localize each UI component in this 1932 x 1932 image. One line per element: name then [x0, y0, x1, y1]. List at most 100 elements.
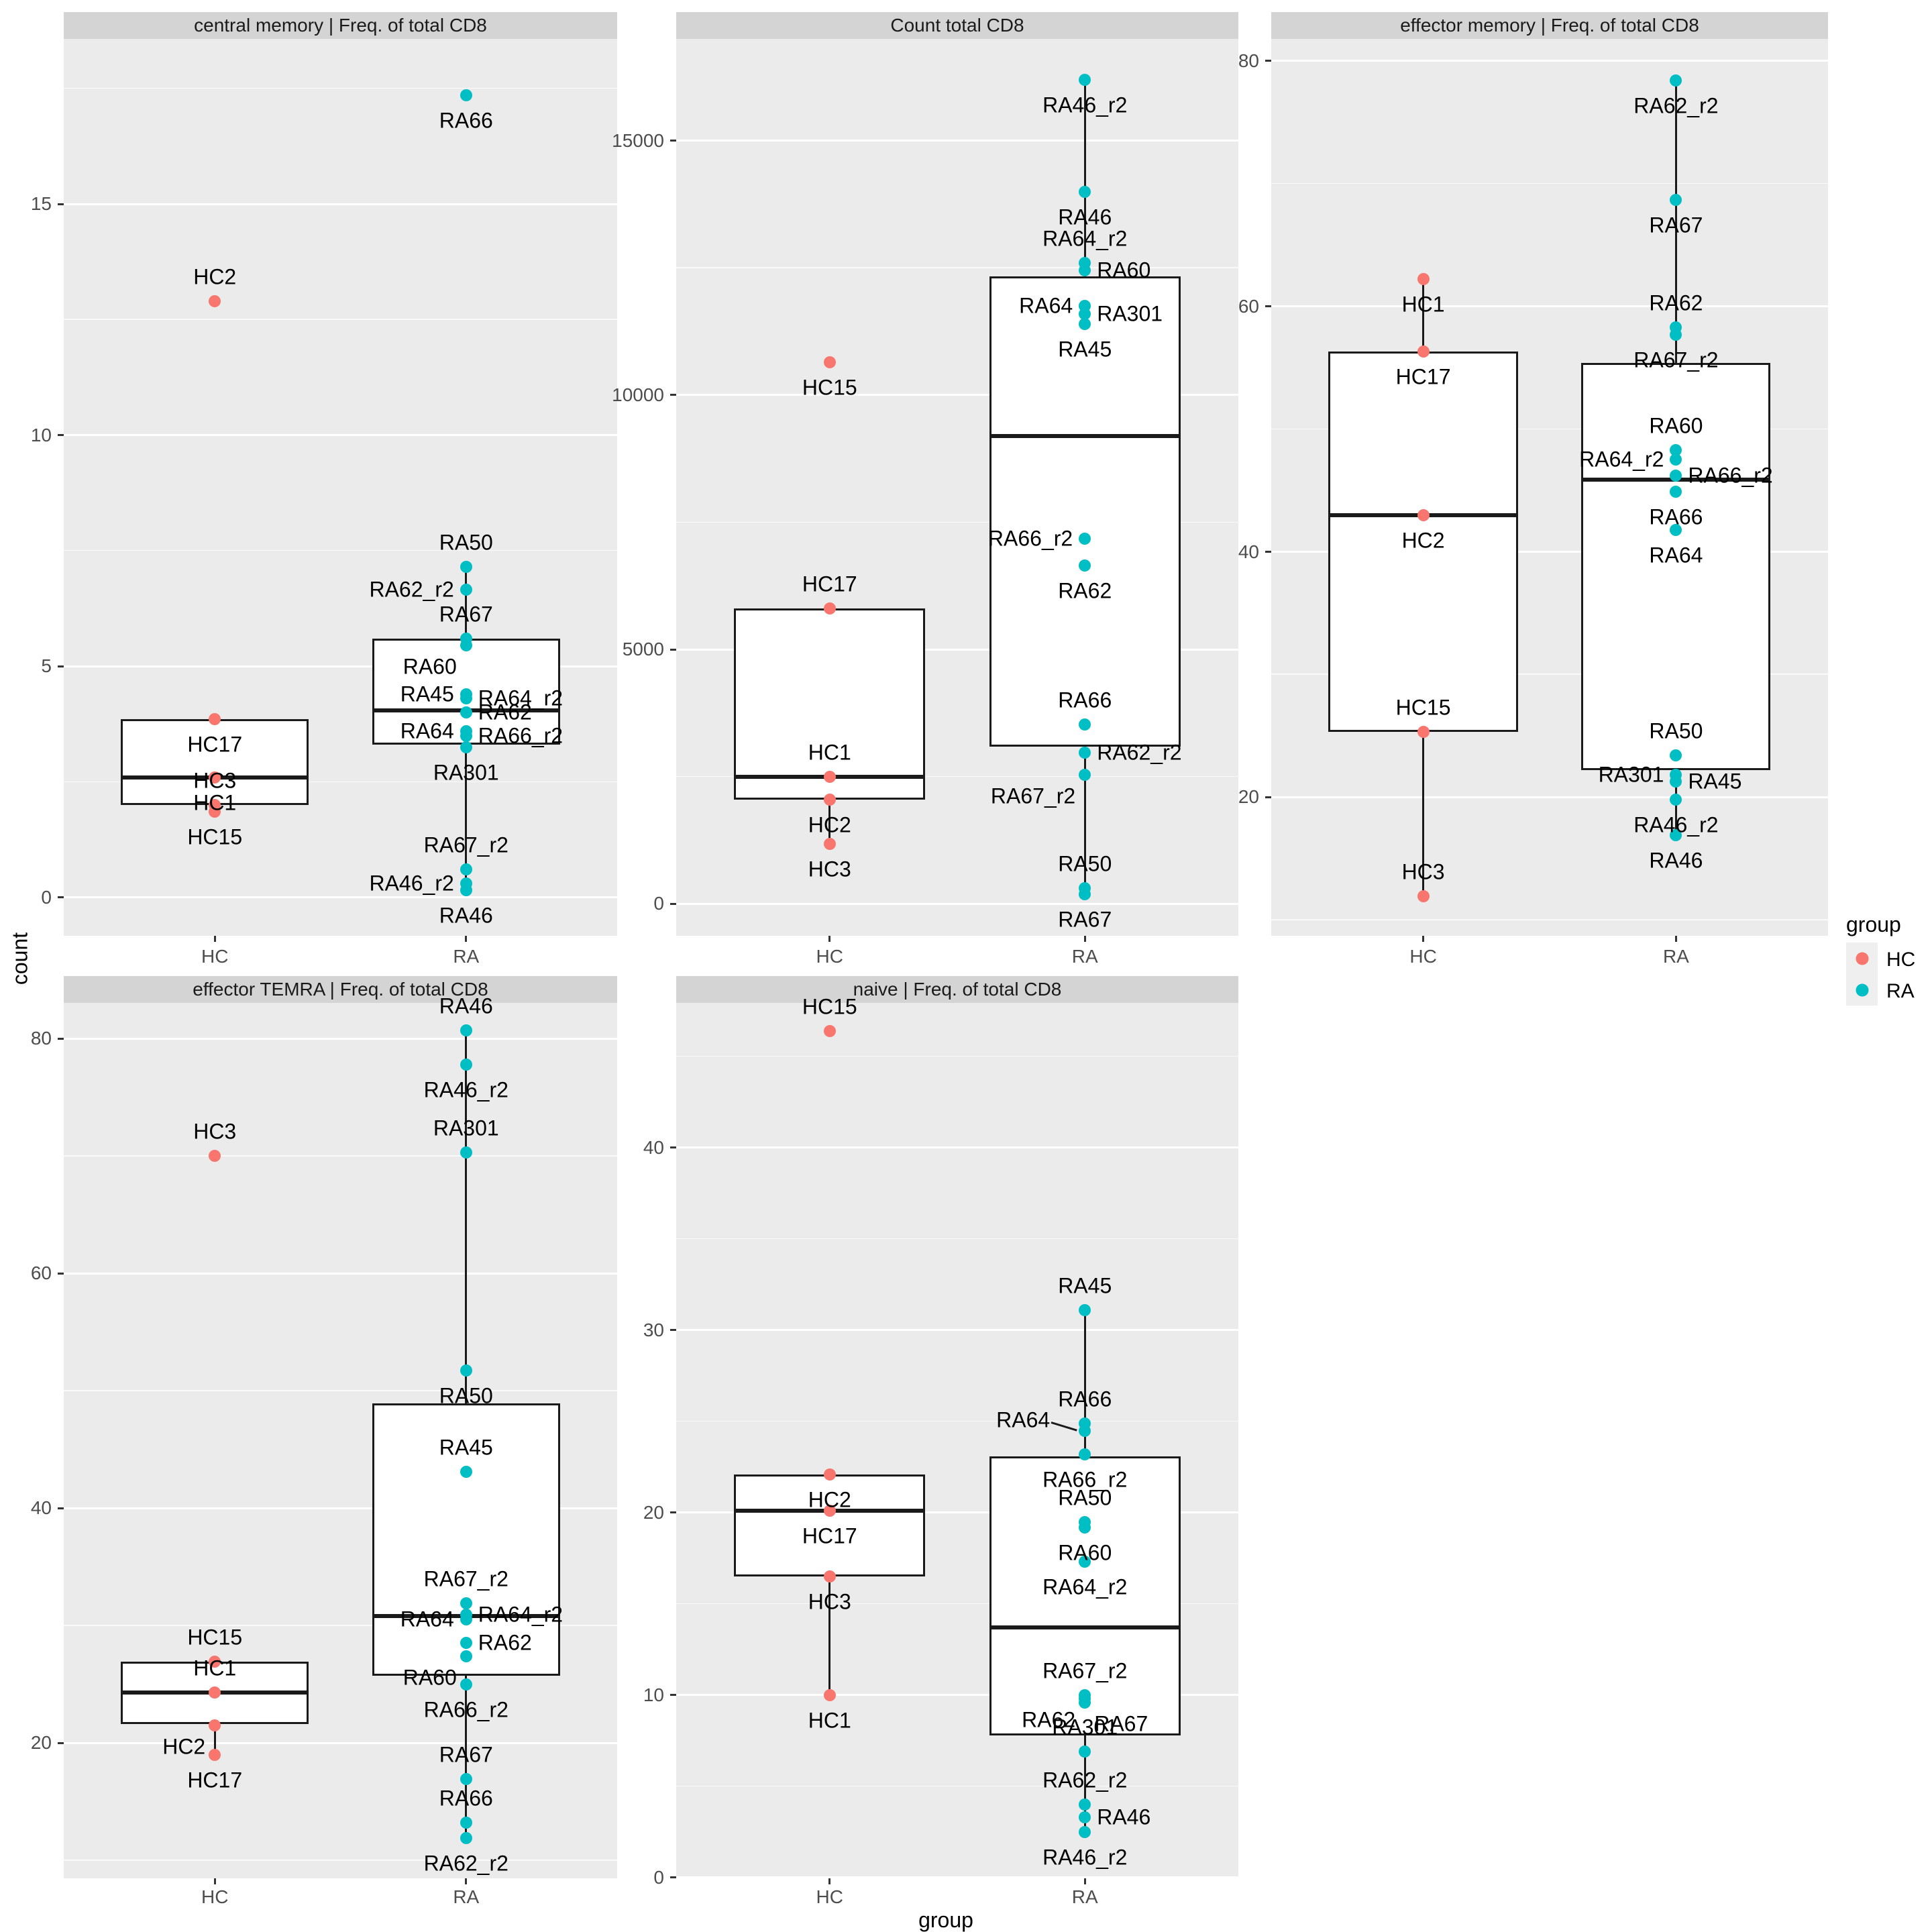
data-point-RA60	[460, 1650, 472, 1662]
gridline-minor	[676, 1603, 1238, 1605]
gridline-minor	[64, 1155, 617, 1157]
box-ra	[1581, 362, 1771, 771]
x-category-label-ra: RA	[1071, 946, 1098, 967]
data-point-RA46_r2	[1079, 74, 1091, 87]
data-point-HC2	[823, 1468, 836, 1481]
legend-title: group	[1846, 912, 1901, 936]
box-ra	[989, 1456, 1181, 1735]
x-category-label-hc: HC	[201, 946, 229, 967]
point-label-RA50: RA50	[1058, 1485, 1112, 1510]
point-label-HC2: HC2	[1401, 528, 1445, 553]
y-tick-mark	[58, 1272, 64, 1275]
point-label-HC15: HC15	[802, 375, 857, 400]
data-point-RA66_r2	[1079, 532, 1091, 545]
point-label-RA301: RA301	[433, 760, 499, 785]
data-point-RA62_r2	[460, 584, 472, 596]
point-label-RA67_r2: RA67_r2	[423, 1566, 508, 1591]
data-point-RA60	[1079, 264, 1091, 277]
data-point-RA60	[1079, 1521, 1091, 1534]
whisker-lower	[1083, 746, 1086, 894]
data-point-RA301	[460, 1146, 472, 1159]
gridline-major	[64, 665, 617, 667]
whisker-upper	[465, 567, 468, 639]
gridline-minor	[1271, 182, 1828, 184]
panel-title-effector-temra: effector TEMRA | Freq. of total CD8	[193, 979, 488, 1000]
data-point-RA46_r2	[460, 1058, 472, 1071]
legend-key-ra	[1846, 974, 1878, 1006]
gridline-minor	[64, 1625, 617, 1626]
point-label-RA67: RA67	[1649, 213, 1703, 237]
data-point-RA67	[1670, 193, 1682, 206]
x-tick-mark	[1083, 936, 1086, 942]
point-label-RA60: RA60	[1097, 258, 1151, 282]
gridline-minor	[64, 1860, 617, 1861]
whisker-lower	[213, 1724, 216, 1755]
point-label-RA60: RA60	[1649, 413, 1703, 438]
point-label-RA301: RA301	[1052, 1715, 1118, 1739]
gridline-major	[64, 203, 617, 205]
data-point-RA62_r2	[1079, 1799, 1091, 1811]
point-label-RA64: RA64	[400, 718, 454, 743]
gridline-minor	[676, 1238, 1238, 1240]
point-label-HC15: HC15	[187, 824, 243, 849]
point-label-HC3: HC3	[808, 1589, 851, 1614]
data-point-RA67_r2	[460, 1597, 472, 1609]
point-label-RA50: RA50	[439, 530, 493, 555]
point-label-RA66_r2: RA66_r2	[423, 1697, 508, 1722]
y-tick-mark	[670, 1146, 676, 1149]
whisker-lower	[828, 799, 831, 845]
panel-title-effector-memory: effector memory | Freq. of total CD8	[1400, 15, 1699, 36]
panel-strip-count-total-cd8: Count total CD8	[676, 12, 1238, 39]
point-label-RA66_r2: RA66_r2	[1042, 1467, 1128, 1492]
gridline-major	[676, 1511, 1238, 1514]
data-point-RA46_r2	[1670, 793, 1682, 806]
panel-area-naive	[676, 1003, 1238, 1878]
gridline-minor	[676, 1420, 1238, 1422]
point-label-RA62_r2: RA62_r2	[1633, 93, 1719, 118]
y-tick-label: 10	[30, 424, 52, 445]
point-label-RA46_r2: RA46_r2	[1633, 812, 1719, 837]
point-label-RA67_r2: RA67_r2	[990, 784, 1076, 808]
data-point-HC1	[209, 1686, 221, 1699]
x-tick-mark	[1422, 936, 1425, 942]
y-tick-label: 60	[1238, 295, 1259, 317]
data-point-RA46	[460, 884, 472, 897]
data-point-HC3	[1417, 890, 1430, 903]
box-hc	[120, 719, 309, 805]
x-category-label-ra: RA	[453, 1886, 480, 1907]
data-point-HC15	[823, 1024, 836, 1037]
point-label-HC2: HC2	[162, 1734, 206, 1759]
y-tick-label: 0	[653, 893, 664, 914]
whisker-lower	[828, 1576, 831, 1695]
gridline-major	[676, 394, 1238, 396]
y-tick-label: 80	[1238, 50, 1259, 71]
point-label-RA46_r2: RA46_r2	[423, 1077, 508, 1102]
gridline-major	[676, 1329, 1238, 1332]
y-tick-mark	[1265, 551, 1271, 553]
x-tick-mark	[465, 936, 468, 942]
data-point-RA64_r2	[460, 692, 472, 705]
point-label-RA67: RA67	[1094, 1711, 1148, 1736]
point-label-RA46: RA46	[1097, 1805, 1151, 1829]
point-label-HC1: HC1	[193, 790, 237, 815]
point-label-RA66: RA66	[1058, 688, 1112, 712]
point-label-RA62: RA62	[478, 700, 532, 724]
gridline-major	[1271, 60, 1828, 62]
point-label-RA45: RA45	[439, 1435, 493, 1460]
data-point-HC3	[823, 1570, 836, 1583]
y-tick-label: 20	[30, 1732, 52, 1754]
whisker-upper	[465, 1030, 468, 1404]
y-tick-mark	[58, 434, 64, 437]
gridline-minor	[64, 87, 617, 89]
gridline-minor	[1271, 428, 1828, 430]
point-label-RA64: RA64	[996, 1407, 1051, 1432]
x-category-label-ra: RA	[1662, 946, 1689, 967]
data-point-HC2	[209, 1719, 221, 1731]
data-point-RA64	[1670, 523, 1682, 536]
data-point-RA45	[460, 1465, 472, 1478]
gridline-minor	[1271, 674, 1828, 675]
y-tick-mark	[1265, 305, 1271, 308]
panel-strip-effector-temra: effector TEMRA | Freq. of total CD8	[64, 976, 617, 1003]
point-label-RA301: RA301	[433, 1116, 499, 1140]
gridline-major	[64, 1037, 617, 1040]
